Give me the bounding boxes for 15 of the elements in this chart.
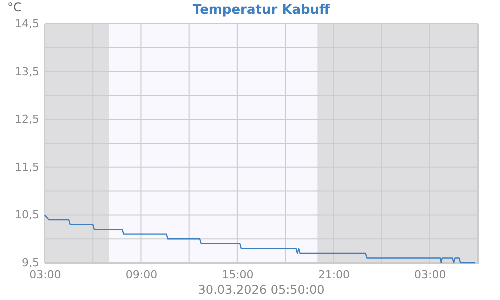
x-tick-label: 15:00 bbox=[222, 268, 254, 282]
text: 30.03.2026 05:50:00 bbox=[198, 283, 325, 297]
line-series bbox=[44, 214, 476, 264]
y-tick-label: 10,5 bbox=[15, 208, 40, 222]
chart-title: Temperatur Kabuff bbox=[192, 3, 331, 18]
y-tick-label: 11,5 bbox=[15, 160, 40, 174]
y-tick-label: 13,5 bbox=[15, 65, 40, 78]
x-tick-label: 03:00 bbox=[30, 268, 62, 282]
x-tick-label: 03:00 bbox=[414, 268, 446, 282]
x-tick-label: 09:00 bbox=[126, 268, 158, 282]
x-tick-label: 21:00 bbox=[318, 268, 350, 282]
y-axis-title: °C bbox=[8, 0, 22, 14]
y-tick-label: 12,5 bbox=[15, 113, 40, 126]
y-tick-label: 9,5 bbox=[22, 256, 40, 270]
y-tick-label: 14,5 bbox=[15, 18, 40, 30]
